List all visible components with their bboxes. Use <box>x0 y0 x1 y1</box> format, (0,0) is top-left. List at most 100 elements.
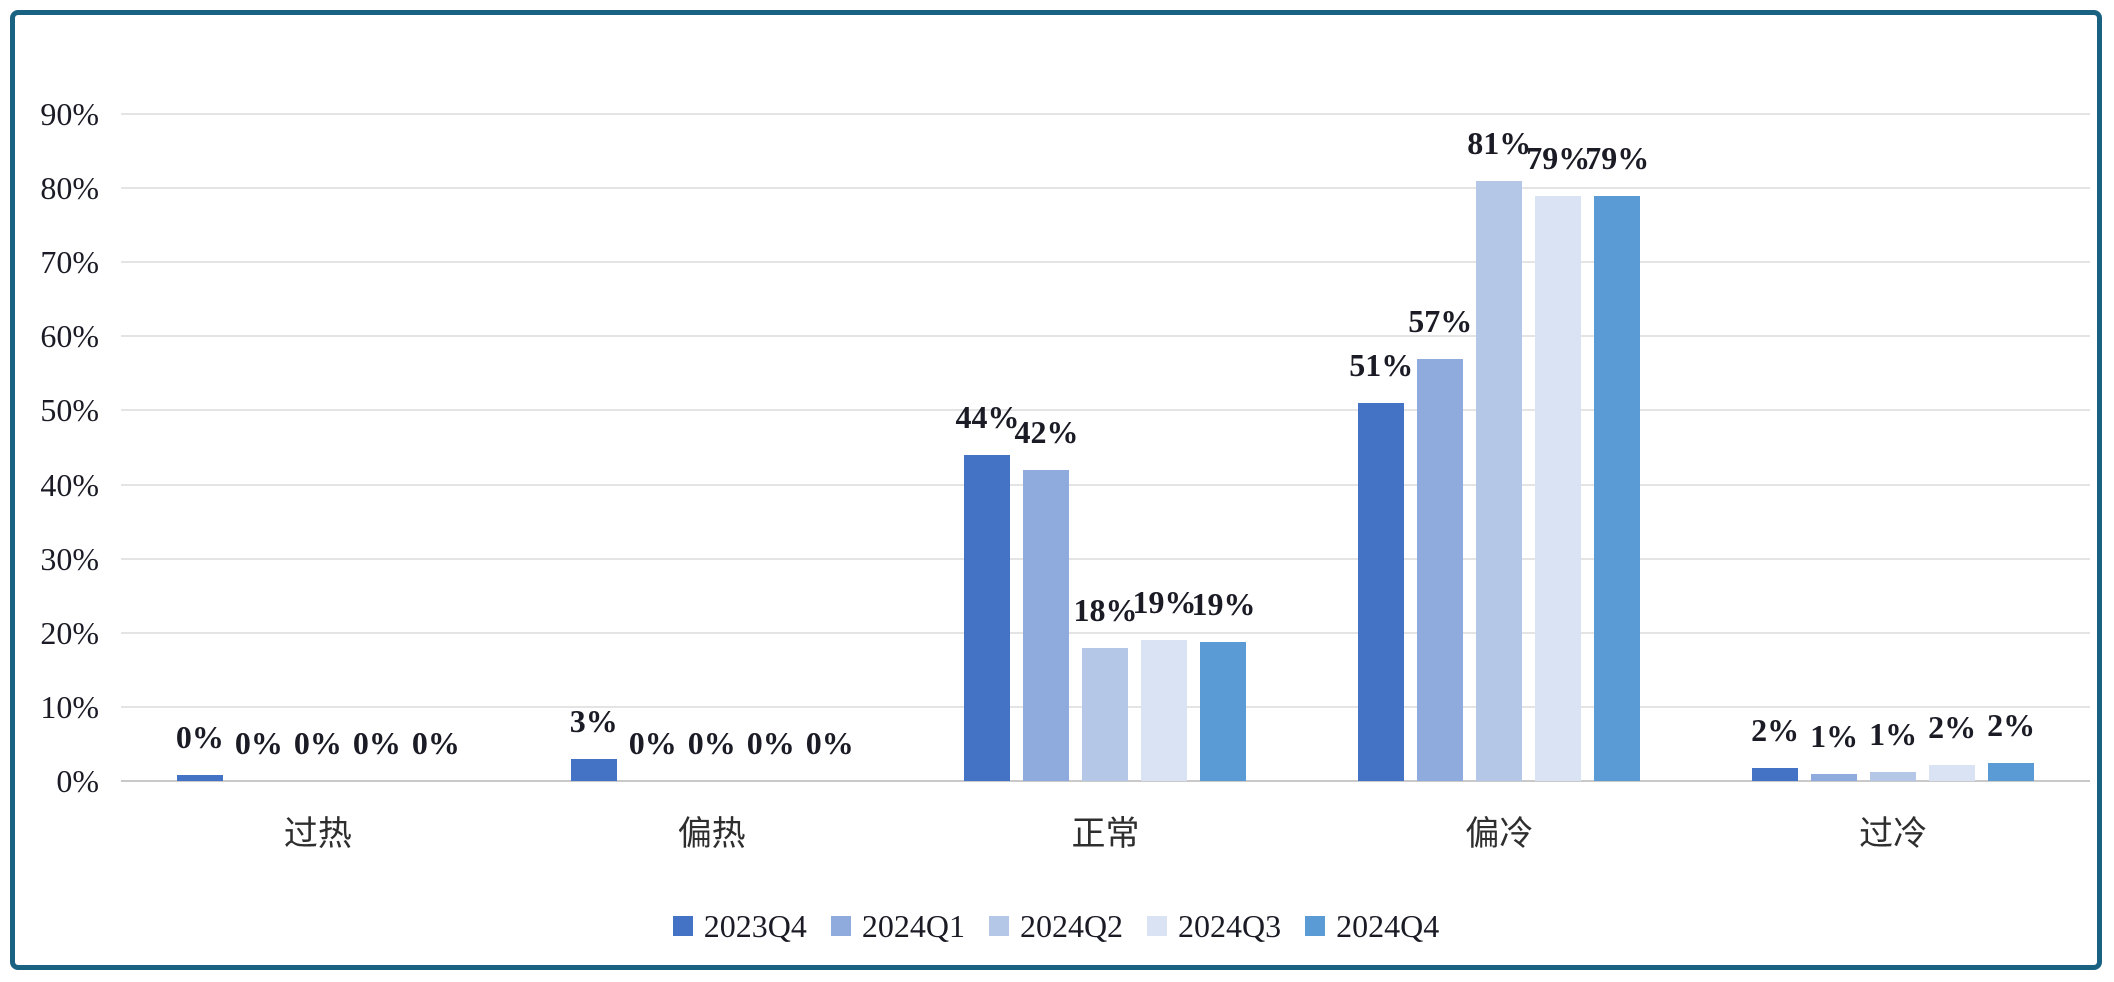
y-axis-tick-label: 20% <box>40 614 99 651</box>
gridline: 60% <box>40 320 2090 352</box>
y-axis-tick-label: 10% <box>40 688 99 725</box>
bar-column: 3% <box>569 114 618 781</box>
legend-label: 2024Q2 <box>1019 908 1124 944</box>
category-group: 2% 1% 1% 2% 2% <box>1696 114 2090 781</box>
bar-value-label: 19% <box>1132 584 1197 621</box>
category-group: 44% 42% 18% 19% 19% <box>909 114 1303 781</box>
y-axis-tick-label: 40% <box>40 466 99 503</box>
legend-swatch-icon <box>988 916 1009 936</box>
gridline: 50% <box>40 394 2090 426</box>
bar-column: 2% <box>1987 114 2036 781</box>
y-axis-tick-label: 30% <box>40 540 99 577</box>
gridline: 90% <box>40 98 2090 130</box>
bar-value-label: 0% <box>687 725 736 761</box>
bar-column: 19% <box>1191 114 1255 781</box>
bar-value-label: 79% <box>1526 139 1591 176</box>
bar-column: 19% <box>1132 114 1196 781</box>
bar <box>1988 763 2035 781</box>
bar-column: 0% <box>352 114 401 781</box>
category-label: 偏冷 <box>1465 816 1534 853</box>
legend-swatch-icon <box>830 916 851 936</box>
bar-column: 1% <box>1869 114 1918 781</box>
bar-value-label: 2% <box>1751 711 1800 748</box>
bar-column: 42% <box>1014 114 1078 781</box>
legend-item: 2024Q3 <box>1147 910 1281 942</box>
category-group: 0% 0% 0% 0% 0% <box>121 114 515 781</box>
legend: 2023Q4 2024Q1 2024Q2 2024Q3 2024Q4 <box>15 910 2097 942</box>
bar <box>1811 774 1858 781</box>
bar <box>1594 195 1641 781</box>
bar-value-label: 0% <box>234 725 283 761</box>
bar <box>1929 765 1976 781</box>
legend-item: 2024Q4 <box>1305 910 1439 942</box>
bar-value-label: 0% <box>352 725 401 761</box>
bar-value-label: 0% <box>746 725 795 761</box>
plot-area: 0% 10% 20% 30% 40% 50% 60% 70% 80% 90% 0% 0% 0% 0% 0%… <box>40 98 2090 797</box>
bar-value-label: 3% <box>569 702 618 739</box>
bar <box>1417 358 1464 781</box>
gridline: 20% <box>40 617 2090 649</box>
legend-item: 2024Q1 <box>830 908 965 944</box>
bar-value-label: 1% <box>1869 716 1918 753</box>
bar-value-label: 18% <box>1073 591 1138 628</box>
legend-label: 2024Q3 <box>1178 908 1282 944</box>
bar <box>570 758 617 781</box>
legend-label: 2023Q4 <box>703 908 807 944</box>
bars-layer: 0% 0% 0% 0% 0% 3% 0% 0% 0% 0% 44% 42% 18% 19% 19% 51% 57… <box>121 114 2090 781</box>
legend-label: 2024Q1 <box>861 908 965 944</box>
bar-column: 79% <box>1585 114 1649 781</box>
y-axis-tick-label: 60% <box>40 318 99 355</box>
bar <box>1752 767 1799 781</box>
bar-value-label: 2% <box>1928 709 1977 746</box>
gridline: 40% <box>40 469 2090 501</box>
bar-value-label: 81% <box>1467 124 1532 161</box>
bar-column: 57% <box>1408 114 1472 781</box>
legend-label: 2024Q4 <box>1336 908 1440 944</box>
y-axis-tick-label: 0% <box>56 763 99 799</box>
bar-value-label: 0% <box>628 725 677 761</box>
bar-value-label: 57% <box>1408 302 1473 339</box>
bar-column: 0% <box>176 114 224 781</box>
bar-value-label: 0% <box>411 725 460 761</box>
bar-column: 79% <box>1526 114 1590 781</box>
category-label: 过热 <box>283 816 352 853</box>
bar-column: 51% <box>1349 114 1413 781</box>
x-axis-line: 0% <box>56 765 2090 797</box>
bar <box>1535 195 1582 781</box>
chart-frame: 0% 10% 20% 30% 40% 50% 60% 70% 80% 90% 0% 0% 0% 0% 0%… <box>10 10 2102 970</box>
gridline: 80% <box>40 172 2090 204</box>
bar-value-label: 0% <box>805 725 854 761</box>
bar-value-label: 19% <box>1191 585 1256 622</box>
category-group: 51% 57% 81% 79% 79% <box>1302 114 1696 781</box>
bar <box>1476 180 1523 781</box>
bar-column: 2% <box>1928 114 1977 781</box>
legend-swatch-icon <box>672 916 693 936</box>
bar-value-label: 44% <box>955 398 1020 435</box>
gridline: 30% <box>40 543 2090 575</box>
bar <box>1358 403 1405 781</box>
bar-column: 1% <box>1810 114 1858 781</box>
category-label: 偏热 <box>677 816 746 853</box>
bar-value-label: 2% <box>1987 707 2036 744</box>
bar-column: 18% <box>1073 114 1137 781</box>
bar-column: 44% <box>955 114 1019 781</box>
y-axis-tick-label: 70% <box>40 244 99 281</box>
bar-column: 0% <box>687 114 736 781</box>
bar-column: 0% <box>234 114 283 781</box>
y-axis-tick-label: 90% <box>40 96 99 132</box>
bar <box>1200 641 1247 781</box>
bar-column: 0% <box>805 114 854 781</box>
bar <box>1023 469 1070 781</box>
category-group: 3% 0% 0% 0% 0% <box>515 114 909 781</box>
bar-column: 0% <box>294 114 342 781</box>
category-label: 过冷 <box>1859 816 1928 853</box>
legend-swatch-icon <box>1147 916 1168 936</box>
legend-item: 2024Q2 <box>988 908 1124 944</box>
gridline: 70% <box>40 246 2090 278</box>
bar-column: 0% <box>746 114 795 781</box>
bar <box>1870 772 1917 781</box>
bar <box>1082 647 1129 781</box>
bar-column: 0% <box>628 114 677 781</box>
bar-column: 2% <box>1751 114 1800 781</box>
